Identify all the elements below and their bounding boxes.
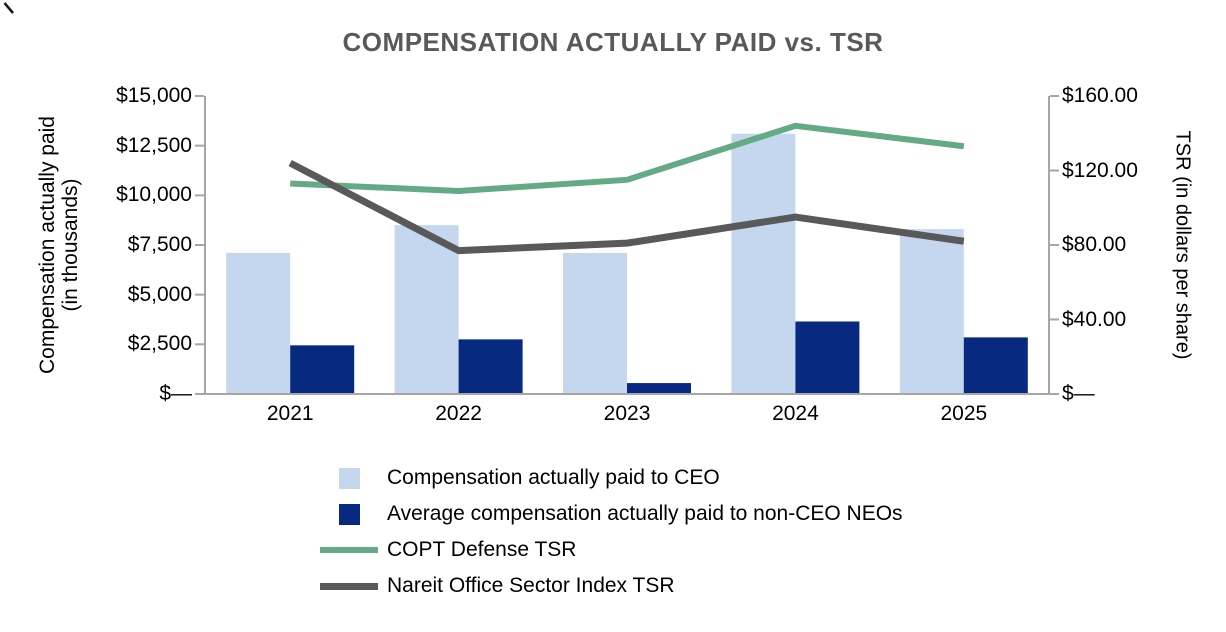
left-axis-tick-label: $12,500	[116, 133, 192, 157]
right-axis-tick-label: $80.00	[1062, 233, 1127, 256]
left-axis-tick-label: $—	[159, 381, 192, 405]
copt-tsr-line	[290, 122, 965, 194]
neo-bar-2023	[627, 383, 691, 394]
left-axis-tick-label: $7,500	[127, 232, 192, 256]
right-axis-tick-labels: $160.00 $120.00 $80.00 $40.00 $—	[1062, 84, 1202, 406]
neo-bar-2024	[795, 321, 860, 394]
right-axis-tick-label: $160.00	[1062, 84, 1138, 107]
left-axis-tick-label: $2,500	[127, 332, 192, 356]
right-axis-tick-label: $—	[1062, 382, 1095, 405]
nareit-tsr-line	[288, 159, 965, 255]
x-axis-label: 2021	[266, 402, 314, 425]
ceo-bar-2021	[226, 252, 291, 394]
x-axis-labels: 2021 2022 2023 2024 2025	[206, 402, 1048, 426]
legend-label-nareit-tsr: Nareit Office Sector Index TSR	[387, 574, 675, 597]
left-axis-tick-label: $15,000	[116, 84, 192, 107]
chart-title: COMPENSATION ACTUALLY PAID vs. TSR	[342, 27, 884, 57]
x-axis-label: 2025	[940, 402, 988, 425]
legend-swatch-nareit-tsr-line	[320, 582, 378, 590]
legend-label-ceo-bar: Compensation actually paid to CEO	[387, 466, 720, 489]
legend-item-ceo-bar: Compensation actually paid to CEO	[320, 461, 903, 495]
left-axis-tick-label: $5,000	[127, 282, 192, 306]
ceo-bar-2024	[731, 133, 796, 394]
legend-label-copt-tsr: COPT Defense TSR	[387, 538, 577, 561]
x-axis-label: 2024	[772, 402, 819, 425]
legend-item-copt-tsr: COPT Defense TSR	[320, 533, 903, 567]
ceo-bar-2022	[394, 225, 459, 394]
left-axis-tick-labels: $15,000 $12,500 $10,000 $7,500 $5,000 $2,500 $…	[40, 84, 192, 406]
legend: Compensation actually paid to CEO Averag…	[320, 461, 903, 605]
x-axis-label: 2023	[603, 402, 651, 425]
legend-swatch-neo-bar	[338, 503, 360, 525]
ceo-bar-2025	[899, 229, 964, 394]
legend-label-neo-bar: Average compensation actually paid to no…	[387, 502, 903, 525]
right-axis-tick-label: $40.00	[1062, 307, 1127, 331]
legend-swatch-copt-tsr-line	[320, 547, 378, 553]
legend-item-neo-bar: Average compensation actually paid to no…	[320, 497, 903, 531]
x-axis-label: 2022	[435, 402, 482, 425]
neo-bar-2025	[963, 337, 1028, 394]
legend-swatch-ceo-bar	[338, 467, 360, 489]
right-axis-tick-label: $120.00	[1062, 158, 1138, 182]
legend-item-nareit-tsr: Nareit Office Sector Index TSR	[320, 569, 903, 603]
neo-bar-2022	[458, 339, 523, 394]
stray-mark	[3, 2, 14, 14]
neo-bar-2021	[290, 345, 355, 394]
left-axis-tick-label: $10,000	[116, 183, 192, 207]
ceo-bar-2023	[563, 252, 627, 394]
